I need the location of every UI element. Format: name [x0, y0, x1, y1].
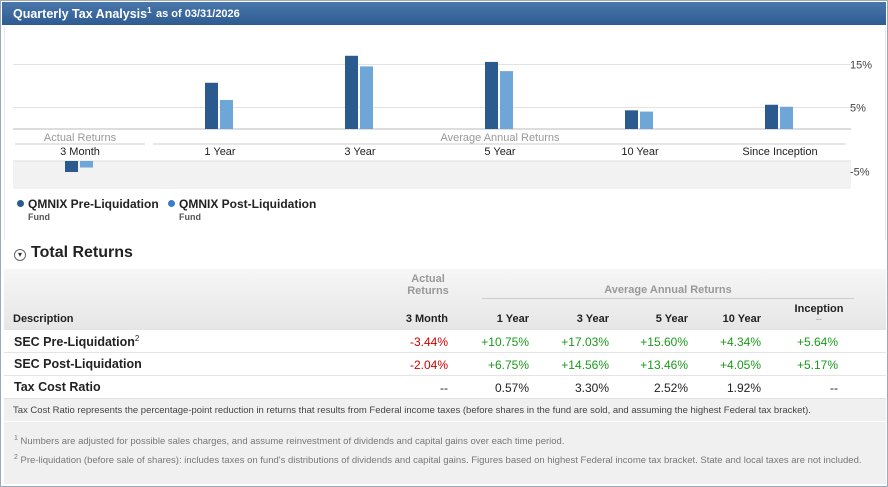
table-row: SEC Post-Liquidation -2.04% +6.75% +14.56% +…	[4, 352, 886, 375]
header-5year: 5 Year	[655, 313, 688, 325]
header-3year: 3 Year	[576, 313, 609, 325]
bar-post-1	[220, 99, 233, 129]
header-divider	[482, 298, 854, 299]
panel-header: Quarterly Tax Analysis1 as of 03/31/2026	[2, 2, 886, 25]
total-returns-title: Total Returns	[31, 244, 133, 261]
row-description: SEC Post-Liquidation	[14, 357, 142, 371]
bar-post-0	[80, 161, 93, 168]
legend-post-label: QMNIX Post-Liquidation	[179, 197, 317, 211]
category-label-3: 5 Year	[484, 146, 516, 158]
collapse-chevron-icon[interactable]: ▾	[14, 249, 26, 261]
header-average-annual-returns: Average Annual Returns	[604, 284, 732, 296]
table-header: Actual Returns Average Annual Returns In…	[4, 269, 886, 329]
row-value: 2.52%	[653, 381, 688, 395]
total-returns-header[interactable]: ▾ Total Returns	[4, 241, 886, 269]
legend-post-liquidation: QMNIX Post-Liquidation Fund	[168, 197, 316, 222]
header-inception: Inception	[794, 303, 844, 315]
row-value: +17.03%	[561, 335, 609, 349]
bar-post-3	[500, 71, 513, 129]
table-row: SEC Pre-Liquidation2 -3.44% +10.75% +17.03%…	[4, 329, 886, 352]
header-1year: 1 Year	[496, 313, 529, 325]
y-tick-label: -5%	[850, 167, 870, 179]
header-3month: 3 Month	[405, 313, 448, 325]
row-value: 1.92%	[726, 381, 761, 395]
header-description: Description	[13, 313, 74, 325]
y-tick-label: 5%	[850, 103, 866, 115]
y-tick-label: 15%	[850, 60, 872, 72]
table-row: Tax Cost Ratio -- 0.57% 3.30% 2.52% 1.92% --	[4, 375, 886, 398]
row-value: +6.75%	[487, 358, 529, 372]
header-inception-sub: --	[816, 314, 822, 324]
category-label-4: 10 Year	[621, 146, 659, 158]
legend-pre-liquidation: QMNIX Pre-Liquidation Fund	[17, 197, 159, 222]
legend-post-dot	[168, 200, 175, 207]
category-label-0: 3 Month	[60, 146, 100, 158]
group-label-actual: Actual Returns	[44, 132, 117, 144]
row-value: 3.30%	[574, 381, 609, 395]
header-10year: 10 Year	[722, 313, 761, 325]
legend-pre-sub: Fund	[28, 212, 50, 222]
bar-pre-3	[485, 61, 498, 129]
row-value: --	[440, 381, 448, 395]
header-actual-returns: Actual Returns	[407, 273, 449, 297]
footnote-1: 1 Numbers are adjusted for possible sale…	[14, 435, 565, 448]
bar-pre-1	[205, 82, 218, 129]
panel-title: Quarterly Tax Analysis1	[13, 6, 152, 22]
bar-pre-5	[765, 104, 778, 129]
row-value: --	[830, 381, 838, 395]
returns-chart-svg: 15% 5% -5% Actual Returns Average Annual Ret…	[13, 55, 872, 189]
tax-cost-ratio-note: Tax Cost Ratio represents the percentage…	[4, 398, 886, 421]
returns-chart: 15% 5% -5% Actual Returns Average Annual Ret…	[4, 27, 886, 240]
row-value: 0.57%	[494, 381, 529, 395]
category-label-1: 1 Year	[204, 146, 236, 158]
as-of-date: as of 03/31/2026	[156, 8, 240, 20]
category-label-2: 3 Year	[344, 146, 376, 158]
row-value: +5.64%	[796, 335, 838, 349]
row-value: +15.60%	[640, 335, 688, 349]
row-value: +10.75%	[481, 335, 529, 349]
category-label-5: Since Inception	[742, 146, 817, 158]
row-value: -3.44%	[409, 335, 448, 349]
bar-post-5	[780, 106, 793, 129]
group-label-average: Average Annual Returns	[440, 132, 560, 144]
row-value: +4.34%	[719, 335, 761, 349]
category-strip	[13, 129, 851, 161]
legend-post-sub: Fund	[179, 212, 201, 222]
row-value: +4.05%	[719, 358, 761, 372]
bar-pre-4	[625, 110, 638, 129]
row-value: +13.46%	[640, 358, 688, 372]
row-value: -2.04%	[409, 358, 448, 372]
bar-post-2	[360, 66, 373, 129]
legend-pre-label: QMNIX Pre-Liquidation	[28, 197, 159, 211]
footnotes: 1 Numbers are adjusted for possible sale…	[4, 422, 886, 484]
bar-pre-0	[65, 161, 78, 173]
bar-pre-2	[345, 55, 358, 130]
legend-pre-dot	[17, 200, 24, 207]
row-value: +14.56%	[561, 358, 609, 372]
footnote-2: 2 Pre-liquidation (before sale of shares…	[14, 454, 862, 467]
bar-post-4	[640, 111, 653, 129]
row-description: Tax Cost Ratio	[14, 380, 101, 394]
row-value: +5.17%	[796, 358, 838, 372]
row-description: SEC Pre-Liquidation2	[14, 334, 140, 350]
